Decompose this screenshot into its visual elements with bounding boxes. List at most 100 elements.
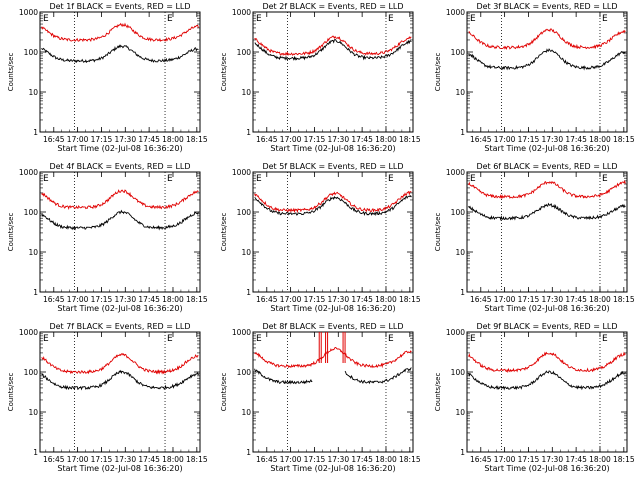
x-tick-label: 17:45	[138, 455, 160, 464]
chart-panel-9: Det 9f BLACK = Events, RED = LLD 1 10 100 10…	[434, 322, 635, 473]
black-series-line	[254, 195, 412, 217]
x-tick-label: 17:15	[91, 455, 113, 464]
x-tick-label: 17:00	[67, 135, 89, 144]
red-series-line	[41, 352, 199, 375]
x-tick-label: 18:00	[375, 135, 397, 144]
x-tick-label: 18:15	[399, 295, 421, 304]
x-tick-label: 17:30	[114, 455, 136, 464]
x-tick-label: 17:00	[280, 135, 302, 144]
x-tick-label: 16:45	[256, 455, 278, 464]
event-marker-label: E	[388, 14, 394, 24]
x-tick-label: 18:00	[162, 135, 184, 144]
chart-title: Det 3f BLACK = Events, RED = LLD	[476, 2, 617, 11]
black-series-line	[41, 369, 199, 391]
x-tick-label: 17:00	[280, 295, 302, 304]
plot-frame	[39, 171, 201, 293]
y-tick-label: 1000	[19, 8, 38, 17]
y-axis-label: Counts/sec	[7, 373, 15, 412]
red-series-line	[41, 22, 199, 43]
black-series-line	[41, 209, 199, 231]
black-series-line	[344, 367, 412, 385]
x-tick-label: 17:15	[304, 455, 326, 464]
x-tick-label: 17:45	[138, 135, 160, 144]
x-tick-label: 17:15	[518, 135, 540, 144]
y-axis-label: Counts/sec	[220, 53, 228, 92]
x-tick-label: 18:00	[589, 295, 611, 304]
x-tick-label: 17:15	[304, 135, 326, 144]
x-tick-label: 17:00	[67, 455, 89, 464]
y-axis-label: Counts/sec	[220, 213, 228, 252]
y-axis-label: Counts/sec	[7, 213, 15, 252]
y-tick-label: 1	[246, 448, 251, 457]
x-tick-label: 16:45	[43, 135, 65, 144]
x-axis-label: Start Time (02-Jul-08 16:36:20)	[484, 464, 609, 473]
x-tick-label: 17:30	[327, 295, 349, 304]
x-tick-label: 18:00	[589, 135, 611, 144]
red-series-line	[468, 351, 626, 374]
x-tick-label: 17:45	[351, 295, 373, 304]
event-marker-label: E	[167, 334, 173, 344]
event-marker-label: E	[256, 174, 262, 184]
x-tick-label: 17:00	[67, 295, 89, 304]
x-tick-label: 17:45	[565, 295, 587, 304]
event-marker-label: E	[388, 334, 394, 344]
red-series-line	[468, 179, 626, 200]
event-marker-label: E	[602, 174, 608, 184]
x-axis-label: Start Time (02-Jul-08 16:36:20)	[484, 304, 609, 313]
red-series-line	[254, 190, 412, 214]
event-marker-label: E	[43, 334, 49, 344]
y-tick-label: 10	[455, 248, 465, 257]
x-tick-label: 18:15	[399, 135, 421, 144]
x-tick-label: 17:30	[114, 295, 136, 304]
x-tick-label: 17:45	[565, 135, 587, 144]
x-tick-label: 17:15	[518, 295, 540, 304]
y-axis-label: Counts/sec	[7, 53, 15, 92]
y-tick-label: 100	[24, 368, 39, 377]
x-tick-label: 16:45	[256, 135, 278, 144]
y-tick-label: 100	[451, 48, 466, 57]
chart-panel-8: Det 8f BLACK = Events, RED = LLD 1 10 100 10…	[220, 322, 421, 473]
y-tick-label: 1	[460, 288, 465, 297]
y-tick-label: 10	[241, 408, 251, 417]
event-marker-label: E	[43, 174, 49, 184]
y-tick-label: 1	[246, 128, 251, 137]
event-marker-label: E	[167, 14, 173, 24]
x-tick-label: 18:15	[613, 295, 635, 304]
plot-frame	[466, 11, 628, 133]
y-tick-label: 1	[33, 128, 38, 137]
x-tick-label: 17:00	[494, 135, 516, 144]
y-tick-label: 100	[24, 48, 39, 57]
x-tick-label: 17:00	[494, 295, 516, 304]
event-marker-label: E	[602, 334, 608, 344]
y-tick-label: 1000	[232, 168, 251, 177]
black-series-line	[468, 202, 626, 221]
plot-frame	[466, 331, 628, 453]
x-tick-label: 16:45	[470, 455, 492, 464]
y-tick-label: 1000	[232, 8, 251, 17]
chart-panel-5: Det 5f BLACK = Events, RED = LLD 1 10 100 10…	[220, 162, 421, 313]
x-tick-label: 18:15	[613, 455, 635, 464]
y-tick-label: 100	[237, 368, 252, 377]
y-tick-label: 10	[28, 408, 38, 417]
y-tick-label: 1000	[446, 168, 465, 177]
plot-frame	[39, 11, 201, 133]
x-axis-label: Start Time (02-Jul-08 16:36:20)	[57, 144, 182, 153]
red-series-line	[254, 35, 412, 56]
x-tick-label: 16:45	[256, 295, 278, 304]
x-tick-label: 18:15	[186, 135, 208, 144]
x-tick-label: 18:15	[186, 455, 208, 464]
chart-title: Det 8f BLACK = Events, RED = LLD	[262, 322, 403, 331]
chart-panel-4: Det 4f BLACK = Events, RED = LLD 1 10 100 10…	[7, 162, 208, 313]
y-tick-label: 10	[455, 88, 465, 97]
y-tick-label: 100	[24, 208, 39, 217]
x-tick-label: 17:30	[541, 455, 563, 464]
y-tick-label: 1000	[19, 328, 38, 337]
event-marker-label: E	[388, 174, 394, 184]
chart-title: Det 2f BLACK = Events, RED = LLD	[262, 2, 403, 11]
x-tick-label: 17:15	[91, 295, 113, 304]
plot-frame	[252, 171, 414, 293]
x-tick-label: 18:00	[375, 295, 397, 304]
y-tick-label: 10	[241, 248, 251, 257]
x-tick-label: 17:00	[494, 455, 516, 464]
x-tick-label: 18:00	[375, 455, 397, 464]
